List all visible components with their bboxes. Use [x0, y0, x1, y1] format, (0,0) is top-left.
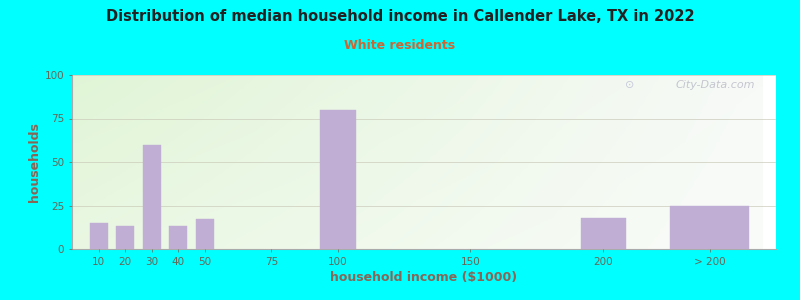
Text: White residents: White residents — [345, 39, 455, 52]
Text: City-Data.com: City-Data.com — [675, 80, 755, 90]
Bar — [319, 110, 356, 249]
Bar — [90, 223, 107, 249]
Bar — [142, 145, 161, 249]
Text: Distribution of median household income in Callender Lake, TX in 2022: Distribution of median household income … — [106, 9, 694, 24]
Bar — [196, 219, 214, 249]
Bar — [581, 218, 626, 249]
X-axis label: household income ($1000): household income ($1000) — [330, 271, 518, 284]
Y-axis label: households: households — [27, 122, 41, 202]
Text: ⊙: ⊙ — [625, 80, 634, 90]
Bar — [116, 226, 134, 249]
Bar — [170, 226, 187, 249]
Bar — [670, 206, 749, 249]
